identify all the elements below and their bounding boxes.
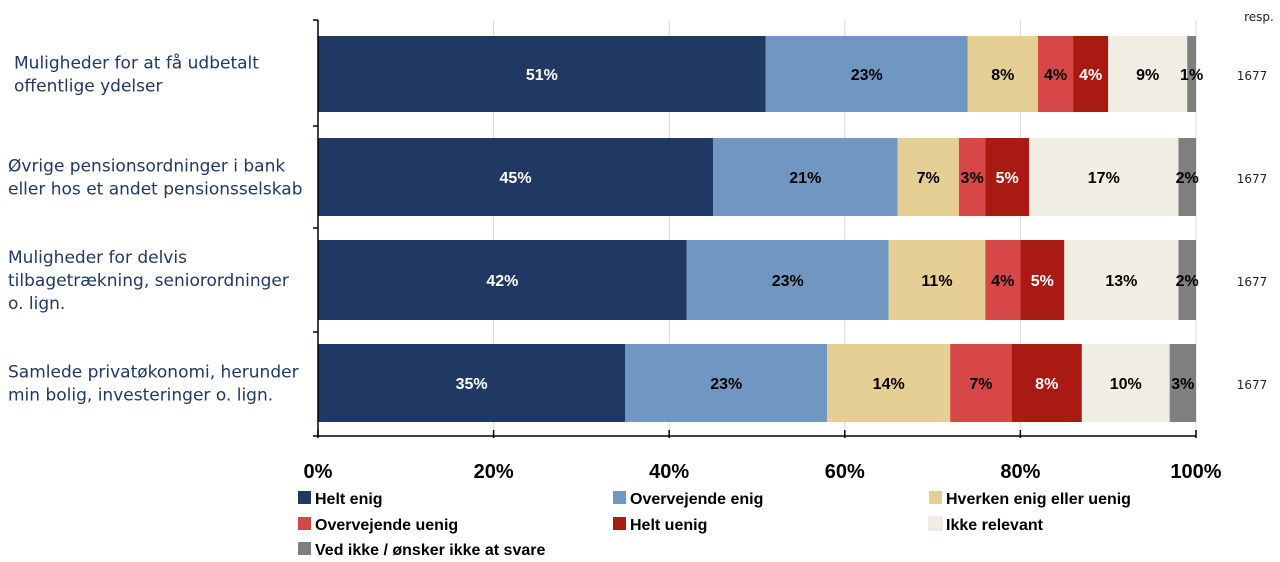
- data-label: 7%: [917, 170, 940, 187]
- data-label: 21%: [789, 170, 821, 187]
- bar-segment: [967, 36, 1038, 112]
- bar-segment: [1073, 36, 1109, 112]
- x-tick-label: 60%: [825, 461, 865, 483]
- resp-value: 1677: [1237, 275, 1268, 289]
- data-label: 51%: [526, 67, 558, 84]
- data-label: 2%: [1176, 170, 1199, 187]
- bar-segment: [827, 344, 951, 422]
- data-label: 45%: [500, 170, 532, 187]
- data-label: 3%: [961, 170, 984, 187]
- data-label: 1%: [1180, 67, 1203, 84]
- category-label: Samlede privatøkonomi, herunder min bolig…: [8, 363, 299, 406]
- data-label: 5%: [996, 170, 1019, 187]
- legend-swatch: [298, 491, 311, 504]
- bar-segment: [318, 36, 766, 112]
- legend-label: Helt uenig: [630, 517, 707, 534]
- x-tick-label: 40%: [649, 461, 689, 483]
- x-tick-label: 100%: [1170, 461, 1221, 483]
- legend-label: Overvejende uenig: [315, 517, 458, 534]
- bar-segment: [950, 344, 1012, 422]
- bar-segment: [985, 138, 1030, 216]
- data-label: 17%: [1088, 170, 1120, 187]
- bar-segment: [318, 138, 714, 216]
- data-label: 23%: [710, 376, 742, 393]
- data-label: 10%: [1110, 376, 1142, 393]
- bar-segment: [958, 138, 986, 216]
- x-tick-label: 0%: [304, 461, 333, 483]
- bar-segment: [1108, 36, 1188, 112]
- bar-segment: [1064, 240, 1179, 320]
- bar-segment: [897, 138, 959, 216]
- bar-segment: [1081, 344, 1170, 422]
- x-tick-label: 20%: [474, 461, 514, 483]
- bar-segment: [765, 36, 968, 112]
- legend-swatch: [929, 491, 942, 504]
- bar-segment: [1178, 240, 1196, 320]
- data-label: 35%: [456, 376, 488, 393]
- legend-label: Hverken enig eller uenig: [946, 491, 1131, 508]
- resp-values: 1677 1677 1677 1677: [1237, 69, 1268, 392]
- category-label: Muligheder for at få udbetalt offentlige …: [14, 53, 259, 97]
- data-label: 4%: [991, 273, 1014, 290]
- bar-segment: [1011, 344, 1082, 422]
- category-label: Øvrige pensionsordninger i bank eller hos…: [8, 157, 303, 200]
- legend-swatch: [613, 517, 626, 530]
- bar-segment: [1169, 344, 1196, 422]
- legend-label: Overvejende enig: [630, 491, 763, 508]
- bar-segment: [1020, 240, 1065, 320]
- data-label: 8%: [1035, 376, 1058, 393]
- bar-segment: [318, 344, 626, 422]
- bar-segment: [1037, 36, 1074, 112]
- legend-swatch: [613, 491, 626, 504]
- legend-swatch: [298, 542, 311, 555]
- resp-value: 1677: [1237, 69, 1268, 83]
- data-label: 3%: [1171, 376, 1194, 393]
- bar-segment: [985, 240, 1021, 320]
- data-label: 9%: [1136, 67, 1159, 84]
- data-label: 4%: [1079, 67, 1102, 84]
- category-label: Muligheder for delvis tilbagetrækning, se…: [8, 248, 289, 314]
- legend-label: Ikke relevant: [946, 517, 1044, 534]
- data-label: 4%: [1044, 67, 1067, 84]
- legend-swatch: [298, 517, 311, 530]
- data-label: 14%: [873, 376, 905, 393]
- data-label: 23%: [772, 273, 804, 290]
- legend-label: Ved ikke / ønsker ikke at svare: [315, 542, 545, 559]
- bar-segments: [318, 36, 1196, 422]
- data-label: 2%: [1176, 273, 1199, 290]
- data-label: 13%: [1105, 273, 1137, 290]
- data-label: 42%: [486, 273, 518, 290]
- x-tick-label: 80%: [1000, 461, 1040, 483]
- bar-segment: [625, 344, 828, 422]
- resp-value: 1677: [1237, 172, 1268, 186]
- data-label: 8%: [991, 67, 1014, 84]
- data-label: 7%: [969, 376, 992, 393]
- legend-swatch: [928, 516, 943, 531]
- x-axis: 0% 20% 40% 60% 80% 100%: [304, 19, 1222, 483]
- data-label: 5%: [1031, 273, 1054, 290]
- data-label: 23%: [851, 67, 883, 84]
- bar-segment: [1029, 138, 1179, 216]
- data-label: 11%: [921, 273, 952, 290]
- bar-segment: [713, 138, 898, 216]
- bar-segment: [1187, 36, 1196, 112]
- bar-segment: [1178, 138, 1196, 216]
- category-labels: Muligheder for at få udbetalt offentlige …: [8, 53, 303, 406]
- resp-header: resp.: [1244, 10, 1274, 24]
- legend: Helt enig Overvejende enig Hverken enig el…: [298, 491, 1131, 559]
- bar-segment: [888, 240, 986, 320]
- segment-labels: 51% 23% 8% 4% 4% 9% 1% 45% 21% 7% 3% 5% 17% 2% 42% 23% 1…: [456, 67, 1204, 393]
- bar-segment: [318, 240, 687, 320]
- legend-label: Helt enig: [315, 491, 383, 508]
- bar-segment: [686, 240, 889, 320]
- resp-value: 1677: [1237, 378, 1268, 392]
